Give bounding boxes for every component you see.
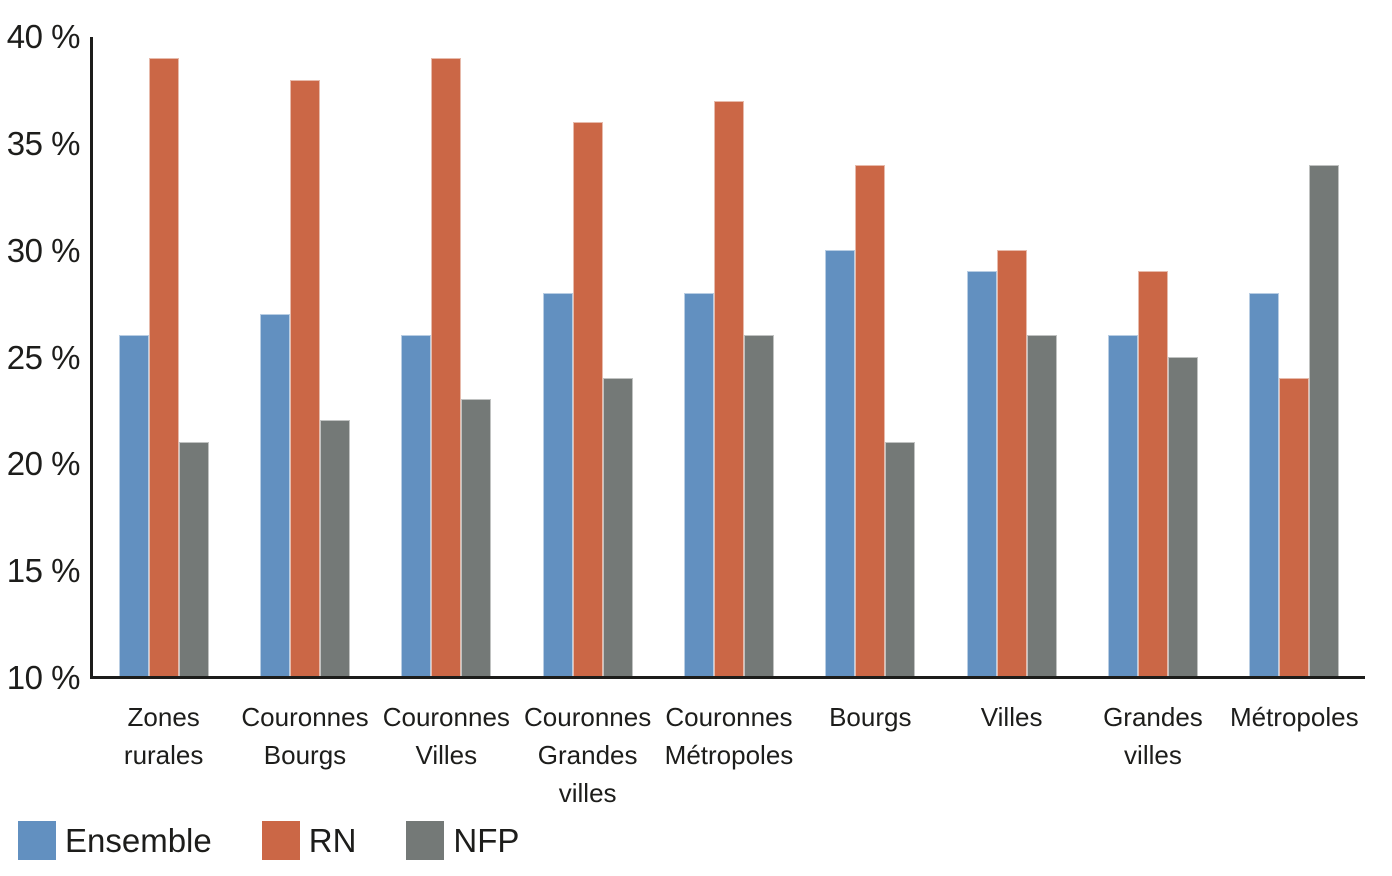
bar-group — [1224, 37, 1365, 676]
bar-nfp — [885, 441, 916, 676]
bar-rn — [1279, 377, 1310, 676]
bar-nfp — [602, 377, 633, 676]
x-category-label: Métropoles — [1229, 702, 1359, 732]
bar-nfp — [178, 441, 209, 676]
legend-item-ensemble: Ensemble — [18, 821, 212, 860]
bar-rn — [572, 122, 603, 676]
bar-ensemble — [401, 335, 432, 676]
bar-group — [800, 37, 941, 676]
plot-area — [93, 37, 1365, 676]
bar-ensemble — [966, 271, 997, 676]
bar-group — [941, 37, 1082, 676]
bar-rn — [1137, 271, 1168, 676]
y-tick-label: 40 % — [6, 18, 81, 55]
bar-group — [658, 37, 799, 676]
legend-swatch-ensemble — [18, 821, 56, 860]
bar-ensemble — [259, 313, 290, 676]
y-axis-line — [90, 37, 93, 679]
x-category-label: Grandes villes — [1103, 702, 1203, 770]
legend-item-rn: RN — [261, 821, 357, 860]
bar-ensemble — [683, 292, 714, 676]
bar-rn — [996, 250, 1027, 676]
bar-group — [93, 37, 234, 676]
bar-group — [1082, 37, 1223, 676]
legend-label: NFP — [453, 821, 520, 859]
x-axis-line — [90, 676, 1365, 679]
x-category-label: Couronnes Villes — [382, 702, 510, 770]
bar-nfp — [1167, 356, 1198, 676]
bar-ensemble — [1249, 292, 1280, 676]
x-axis-category-labels: Zones rurales Couronnes Bourgs Couronnes V… — [93, 698, 1365, 812]
y-axis-tick-labels: 40 % 35 % 30 % 25 % 20 % 15 % 10 % — [0, 18, 81, 696]
y-tick-label: 15 % — [6, 552, 81, 590]
x-category-label: Bourgs — [829, 702, 912, 732]
bar-group — [517, 37, 658, 676]
x-category-label: Zones rurales — [123, 702, 204, 770]
y-tick-label: 30 % — [6, 231, 81, 269]
y-tick-label: 25 % — [6, 338, 81, 376]
bar-nfp — [1026, 335, 1057, 676]
legend-swatch-nfp — [406, 821, 445, 860]
legend-swatch-rn — [261, 821, 300, 860]
bar-group — [234, 37, 375, 676]
x-category-label: Couronnes Grandes villes — [524, 702, 652, 808]
x-category-label: Couronnes Métropoles — [664, 702, 794, 770]
bar-ensemble — [1107, 335, 1138, 676]
bar-nfp — [461, 399, 492, 676]
bar-nfp — [743, 335, 774, 676]
x-category-label: Villes — [980, 702, 1043, 732]
bar-rn — [148, 58, 179, 676]
bar-rn — [855, 164, 886, 676]
bar-group — [376, 37, 517, 676]
bar-ensemble — [825, 250, 856, 676]
bar-ensemble — [542, 292, 573, 676]
y-tick-label: 35 % — [6, 124, 81, 162]
y-tick-label: 20 % — [6, 445, 81, 483]
legend-label: RN — [308, 821, 357, 859]
x-category-label: Couronnes Bourgs — [241, 702, 369, 770]
legend: Ensemble RN NFP — [18, 821, 519, 860]
bar-rn — [713, 100, 744, 676]
bar-rn — [289, 79, 320, 676]
bar-nfp — [1309, 164, 1340, 676]
y-tick-label: 10 % — [6, 659, 81, 696]
bar-ensemble — [118, 335, 149, 676]
bar-rn — [431, 58, 462, 676]
legend-item-nfp: NFP — [406, 821, 519, 860]
bar-nfp — [319, 420, 350, 676]
legend-label: Ensemble — [65, 821, 212, 859]
